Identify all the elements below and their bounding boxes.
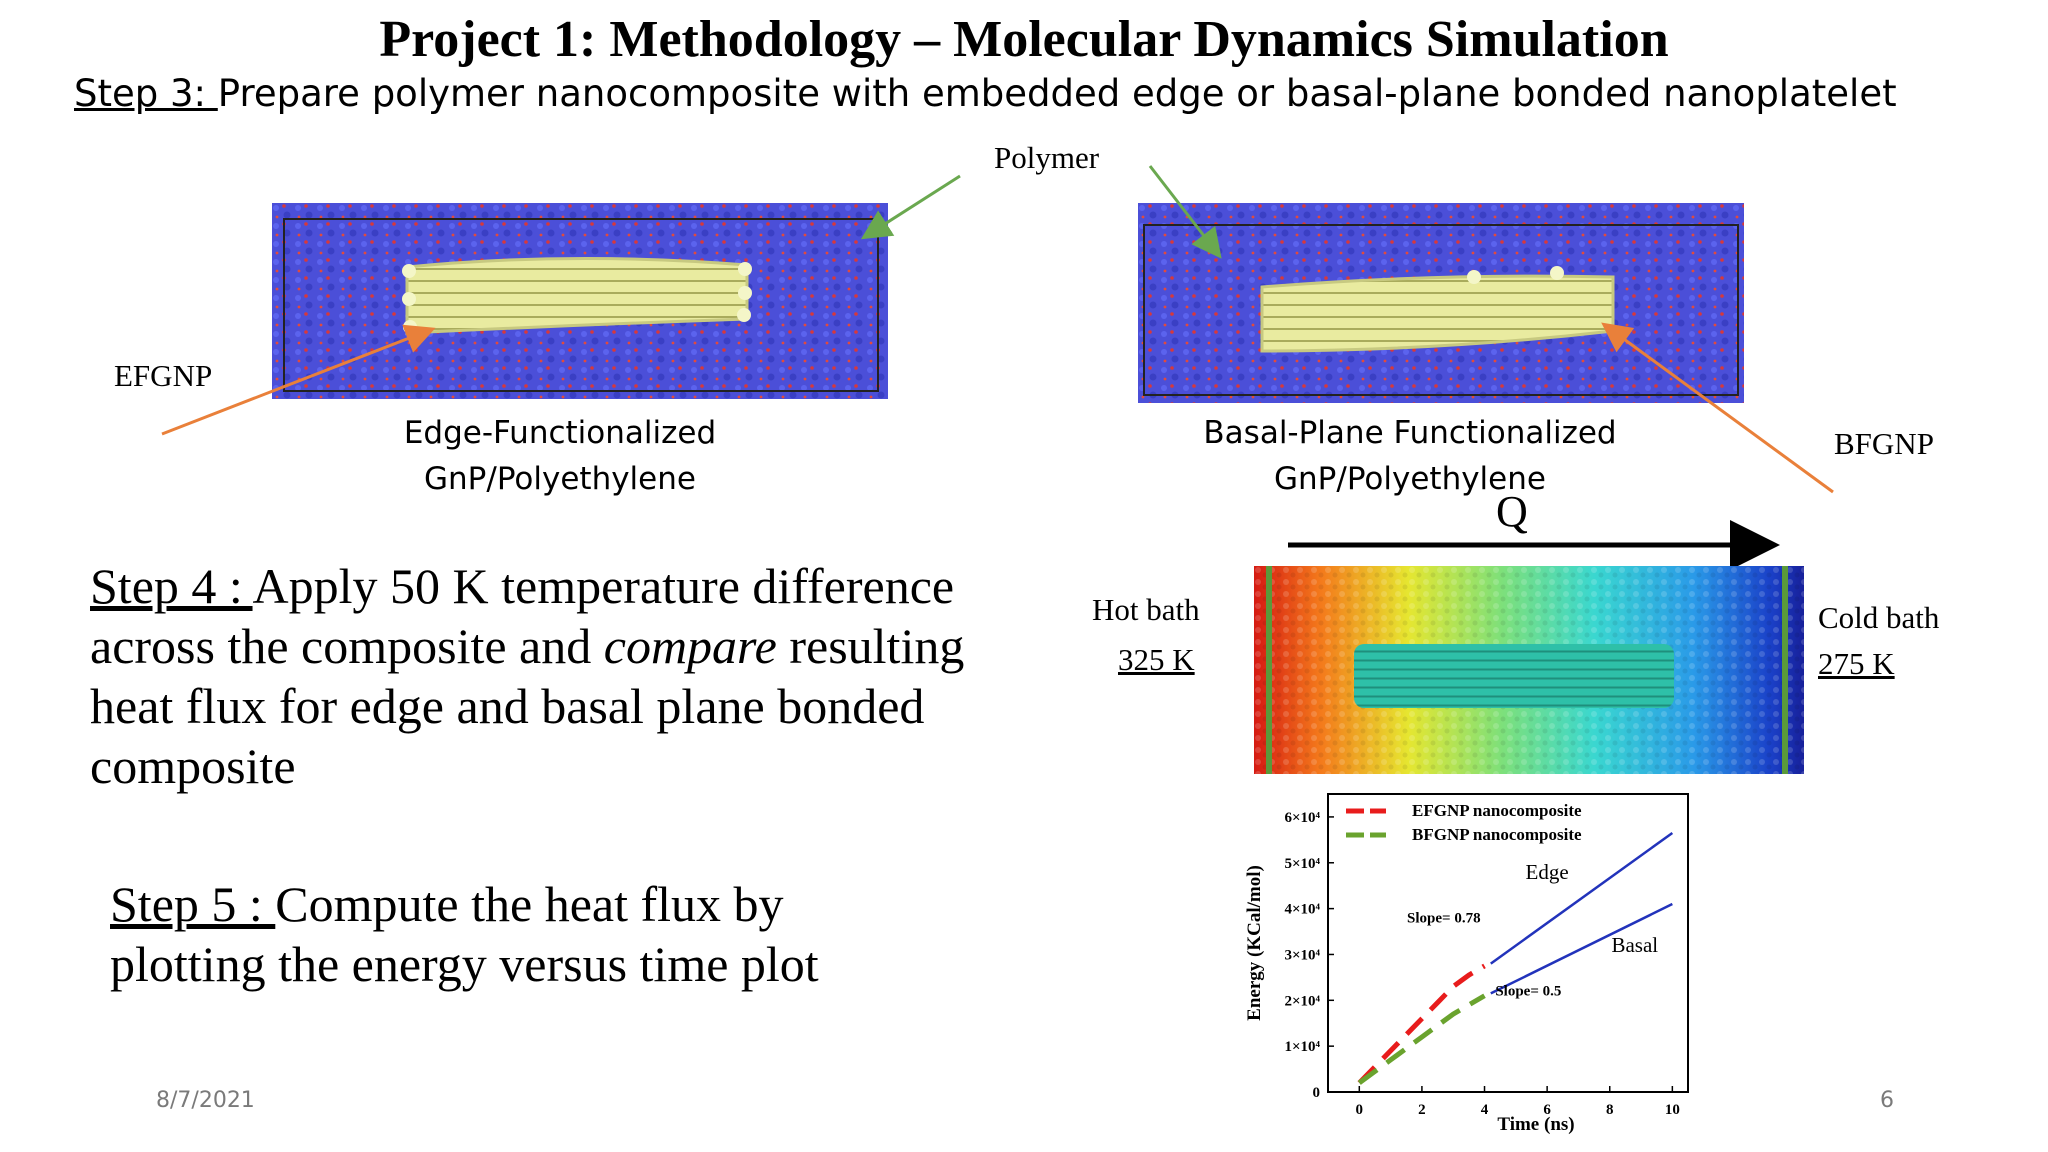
x-tick-label: 2 xyxy=(1418,1102,1426,1118)
footer-page-number: 6 xyxy=(1880,1088,1894,1113)
step4-line2-b: resulting xyxy=(777,618,964,674)
step3-line: Step 3: Prepare polymer nanocomposite wi… xyxy=(74,72,1897,115)
efgnp-simulation-image xyxy=(272,203,888,399)
y-tick-label: 4×10⁴ xyxy=(1284,902,1320,918)
cold-bath-temp: 275 K xyxy=(1818,646,1895,682)
hot-bath-label: Hot bath xyxy=(1092,592,1200,628)
chart-xlabel: Time (ns) xyxy=(1497,1114,1574,1135)
step5-prefix: Step 5 : xyxy=(110,876,275,932)
step4-prefix: Step 4 : xyxy=(90,558,253,614)
x-tick-label: 4 xyxy=(1481,1102,1489,1118)
step4-line2: across the composite and compare resulti… xyxy=(90,616,964,676)
step3-prefix: Step 3: xyxy=(74,72,218,115)
bfgnp-simulation-image xyxy=(1138,203,1744,403)
x-tick-label: 0 xyxy=(1356,1102,1364,1118)
y-tick-label: 2×10⁴ xyxy=(1284,993,1320,1009)
left-caption-line2: GnP/Polyethylene xyxy=(360,456,760,502)
temperature-gradient-image xyxy=(1254,566,1804,774)
cold-bath-label: Cold bath xyxy=(1818,600,1939,636)
legend-label-1: BFGNP nanocomposite xyxy=(1412,825,1582,844)
step4-text: Step 4 : Apply 50 K temperature differen… xyxy=(90,556,964,796)
y-tick-label: 3×10⁴ xyxy=(1284,947,1320,963)
step5-line2: plotting the energy versus time plot xyxy=(110,934,819,994)
chart-ylabel: Energy (KCal/mol) xyxy=(1244,865,1265,1021)
step4-line2-em: compare xyxy=(604,618,777,674)
hot-bath-temp: 325 K xyxy=(1118,642,1195,678)
step4-line3: heat flux for edge and basal plane bonde… xyxy=(90,676,964,736)
chart-annotation-0: Edge xyxy=(1526,860,1569,884)
y-tick-label: 5×10⁴ xyxy=(1284,856,1320,872)
right-caption-line2: GnP/Polyethylene xyxy=(1160,456,1660,502)
x-tick-label: 10 xyxy=(1665,1102,1680,1118)
step5-line1-text: Compute the heat flux by xyxy=(275,876,783,932)
legend-label-0: EFGNP nanocomposite xyxy=(1412,801,1582,820)
left-caption: Edge-Functionalized GnP/Polyethylene xyxy=(360,410,760,502)
q-label: Q xyxy=(1496,486,1528,537)
chart-annotation-3: Slope= 0.5 xyxy=(1495,984,1561,1000)
step3-text: Prepare polymer nanocomposite with embed… xyxy=(218,72,1897,115)
step4-line2-a: across the composite and xyxy=(90,618,604,674)
step4-line1: Step 4 : Apply 50 K temperature differen… xyxy=(90,556,964,616)
right-caption: Basal-Plane Functionalized GnP/Polyethyl… xyxy=(1160,410,1660,502)
slide-title: Project 1: Methodology – Molecular Dynam… xyxy=(0,10,2048,69)
x-tick-label: 8 xyxy=(1606,1102,1614,1118)
chart-annotation-1: Basal xyxy=(1611,933,1658,957)
y-tick-label: 0 xyxy=(1313,1085,1321,1101)
step4-line1-text: Apply 50 K temperature difference xyxy=(253,558,955,614)
left-caption-line1: Edge-Functionalized xyxy=(360,410,760,456)
bfgnp-label: BFGNP xyxy=(1834,426,1934,462)
step5-text: Step 5 : Compute the heat flux by plotti… xyxy=(110,874,819,994)
step4-line4: composite xyxy=(90,736,964,796)
chart-annotation-2: Slope= 0.78 xyxy=(1407,910,1481,926)
efgnp-label: EFGNP xyxy=(114,358,212,394)
step5-line1: Step 5 : Compute the heat flux by xyxy=(110,874,819,934)
y-tick-label: 1×10⁴ xyxy=(1284,1039,1320,1055)
footer-date: 8/7/2021 xyxy=(156,1088,255,1113)
y-tick-label: 6×10⁴ xyxy=(1284,810,1320,826)
right-caption-line1: Basal-Plane Functionalized xyxy=(1160,410,1660,456)
polymer-label: Polymer xyxy=(994,140,1099,176)
